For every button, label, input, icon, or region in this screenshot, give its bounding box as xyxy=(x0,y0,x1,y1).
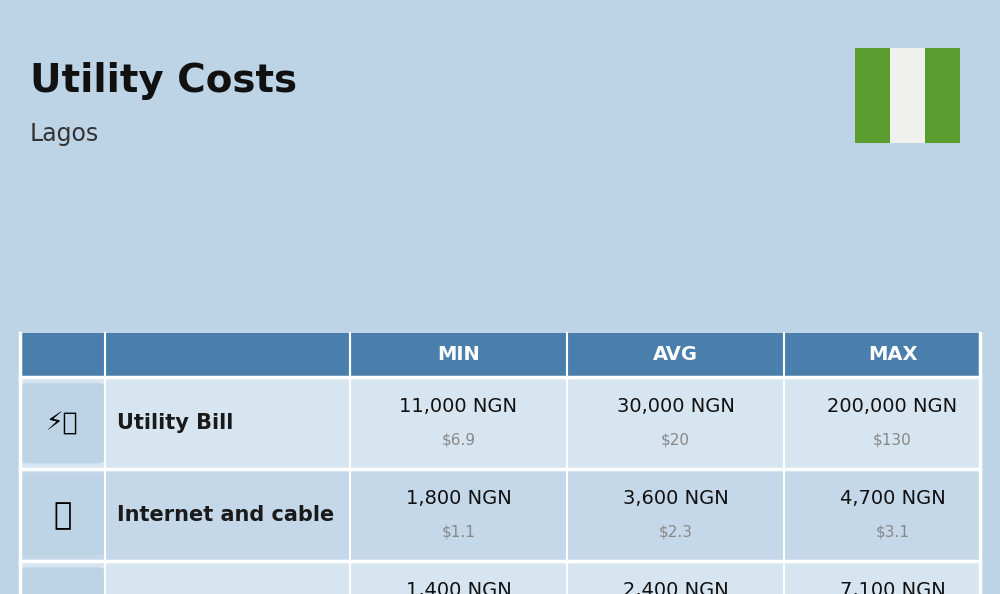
Bar xyxy=(925,48,960,143)
Text: Internet and cable: Internet and cable xyxy=(117,505,334,525)
Bar xyxy=(855,48,890,143)
Text: ⚡🔧: ⚡🔧 xyxy=(46,411,79,435)
Text: $20: $20 xyxy=(661,432,690,447)
Bar xyxy=(20,469,980,561)
Text: 1,800 NGN: 1,800 NGN xyxy=(406,489,511,508)
Text: 1,400 NGN: 1,400 NGN xyxy=(406,582,511,594)
Text: 📱: 📱 xyxy=(53,593,72,594)
Text: 30,000 NGN: 30,000 NGN xyxy=(617,397,734,416)
Text: $130: $130 xyxy=(873,432,912,447)
Text: 11,000 NGN: 11,000 NGN xyxy=(399,397,518,416)
Text: $1.1: $1.1 xyxy=(442,525,475,539)
Text: Utility Costs: Utility Costs xyxy=(30,62,297,100)
Text: Utility Bill: Utility Bill xyxy=(117,413,233,433)
FancyBboxPatch shape xyxy=(20,567,105,594)
Bar xyxy=(20,333,980,377)
Text: $3.1: $3.1 xyxy=(876,525,910,539)
Bar xyxy=(890,48,925,143)
Text: 2,400 NGN: 2,400 NGN xyxy=(623,582,728,594)
Text: AVG: AVG xyxy=(653,346,698,364)
Text: 4,700 NGN: 4,700 NGN xyxy=(840,489,945,508)
Text: MAX: MAX xyxy=(868,346,917,364)
FancyBboxPatch shape xyxy=(20,475,105,555)
Text: 200,000 NGN: 200,000 NGN xyxy=(827,397,958,416)
Text: $2.3: $2.3 xyxy=(658,525,692,539)
Text: 3,600 NGN: 3,600 NGN xyxy=(623,489,728,508)
FancyBboxPatch shape xyxy=(20,383,105,463)
Bar xyxy=(20,377,980,469)
Text: 📶: 📶 xyxy=(53,501,72,530)
Bar xyxy=(20,561,980,594)
Text: MIN: MIN xyxy=(437,346,480,364)
Text: Lagos: Lagos xyxy=(30,122,99,146)
Text: $6.9: $6.9 xyxy=(441,432,476,447)
Text: 7,100 NGN: 7,100 NGN xyxy=(840,582,945,594)
